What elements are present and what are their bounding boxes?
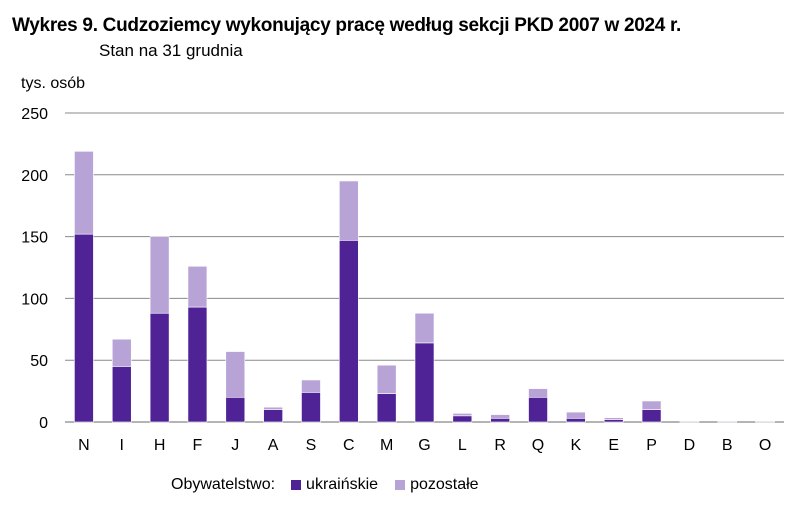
y-tick-label: 0 [39,415,48,432]
bar-other [225,351,246,398]
legend-label-other: pozostałe [410,476,479,493]
bar-ukrainian [301,392,321,423]
x-tick-label: A [268,437,279,454]
y-tick-label: 50 [30,353,48,370]
x-tick-label: O [759,437,771,454]
bar-ukrainian [603,419,624,423]
bar-other [74,151,94,235]
bar-other [566,411,586,419]
x-tick-label: M [380,437,393,454]
legend-item-other: pozostałe [395,476,479,494]
bar-ukrainian [528,396,548,423]
x-tick-label: K [571,437,582,454]
bar-ukrainian [414,342,435,423]
y-tick-label: 200 [21,168,48,185]
bar-other [263,406,283,410]
bar-other [528,388,548,398]
bar-other [452,413,473,417]
x-tick-label: I [120,437,124,454]
x-tick-label: R [494,437,506,454]
x-tick-label: G [418,437,430,454]
x-tick-label: C [343,437,355,454]
x-tick-label: B [722,437,733,454]
bar-ukrainian [149,312,170,423]
bar-ukrainian [566,417,586,423]
bar-other [301,379,321,393]
bar-other [339,180,359,241]
bar-other [414,312,435,344]
y-tick-label: 100 [21,291,48,308]
bar-ukrainian [263,409,283,423]
x-tick-label: S [306,437,317,454]
legend-label-ukrainian: ukraińskie [306,476,379,493]
x-tick-label: J [231,437,239,454]
bar-ukrainian [490,417,510,423]
bar-other [187,265,208,308]
legend-item-ukrainian: ukraińskie [291,476,378,494]
bar-other [641,400,662,410]
x-tick-label: F [193,437,203,454]
bar-other [490,414,510,419]
x-tick-label: L [458,437,467,454]
x-tick-label: Q [532,437,544,454]
x-tick-label: E [608,437,619,454]
y-axis-unit-label: tys. osób [21,75,86,92]
bar-other [111,338,132,367]
chart-title: Wykres 9. Cudzoziemcy wykonujący pracę w… [12,15,682,36]
bar-other [679,420,700,422]
bar-other [149,236,170,314]
x-tick-label: H [154,437,166,454]
legend: Obywatelstwo: ukraińskie pozostałe [171,476,496,494]
y-tick-label: 150 [21,230,48,247]
bar-ukrainian [187,306,208,423]
bar-ukrainian [452,415,473,423]
y-tick-label: 250 [21,106,48,123]
bar-other [717,420,738,422]
legend-swatch-other [395,480,406,490]
bar-other [755,420,775,422]
bar-other [376,364,397,394]
bar-ukrainian [111,366,132,423]
chart-subtitle: Stan na 31 grudnia [99,41,243,60]
bar-ukrainian [225,396,246,423]
legend-title: Obywatelstwo: [171,476,276,493]
bar-ukrainian [376,393,397,423]
x-tick-label: D [684,437,696,454]
x-tick-label: P [646,437,657,454]
bar-ukrainian [641,409,662,423]
bar-ukrainian [339,240,359,423]
bar-ukrainian [74,233,94,423]
bar-other [603,417,624,420]
x-tick-label: N [78,437,90,454]
legend-swatch-ukrainian [291,480,302,490]
